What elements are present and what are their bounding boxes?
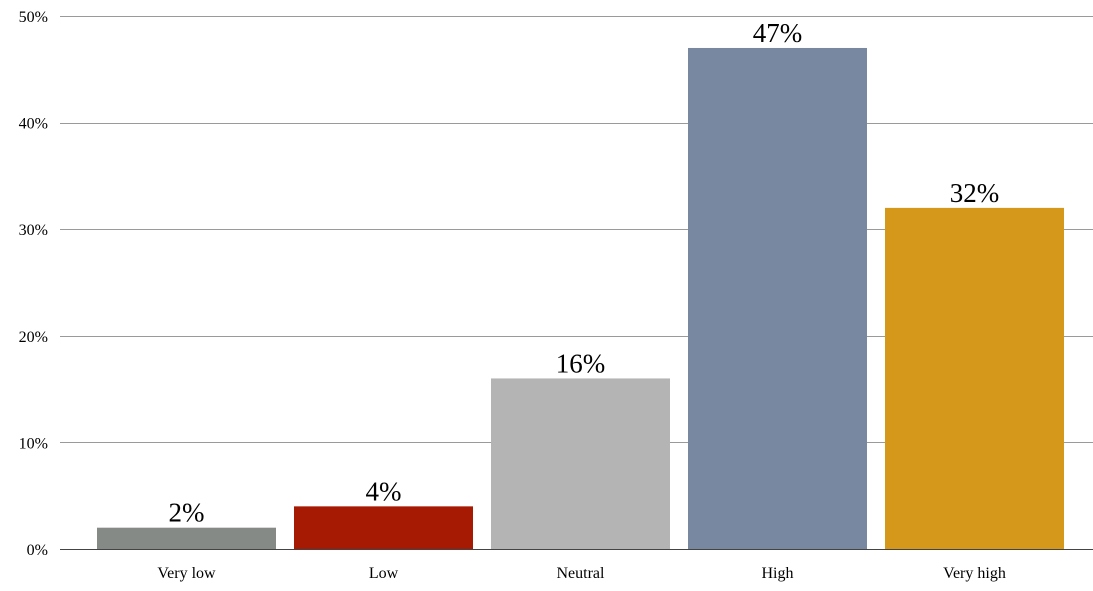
bar xyxy=(491,378,670,549)
y-tick-label: 10% xyxy=(19,435,48,452)
bar xyxy=(688,47,867,549)
gridlines xyxy=(60,16,1093,550)
x-tick-label: Very low xyxy=(157,565,216,582)
data-label: 47% xyxy=(753,18,803,48)
data-label: 4% xyxy=(366,476,402,506)
data-label: 16% xyxy=(556,348,606,378)
bar xyxy=(97,527,276,549)
x-tick-label: Neutral xyxy=(557,565,606,582)
y-tick-label: 50% xyxy=(19,9,48,26)
x-tick-label: Very high xyxy=(943,565,1006,582)
y-tick-label: 40% xyxy=(19,116,48,133)
bar xyxy=(885,207,1064,549)
x-axis-tick-labels: Very low Low Neutral High Very high xyxy=(157,565,1005,582)
bars xyxy=(97,47,1064,549)
y-axis-tick-labels: 0% 10% 20% 30% 40% 50% xyxy=(19,9,48,559)
x-tick-label: High xyxy=(762,565,794,582)
y-tick-label: 30% xyxy=(19,222,48,239)
data-labels: 2% 4% 16% 47% 32% xyxy=(169,18,1000,528)
data-label: 2% xyxy=(169,498,205,528)
y-tick-label: 0% xyxy=(27,542,48,559)
y-tick-label: 20% xyxy=(19,329,48,346)
data-label: 32% xyxy=(950,178,1000,208)
bar xyxy=(294,506,473,549)
x-tick-label: Low xyxy=(369,565,399,582)
